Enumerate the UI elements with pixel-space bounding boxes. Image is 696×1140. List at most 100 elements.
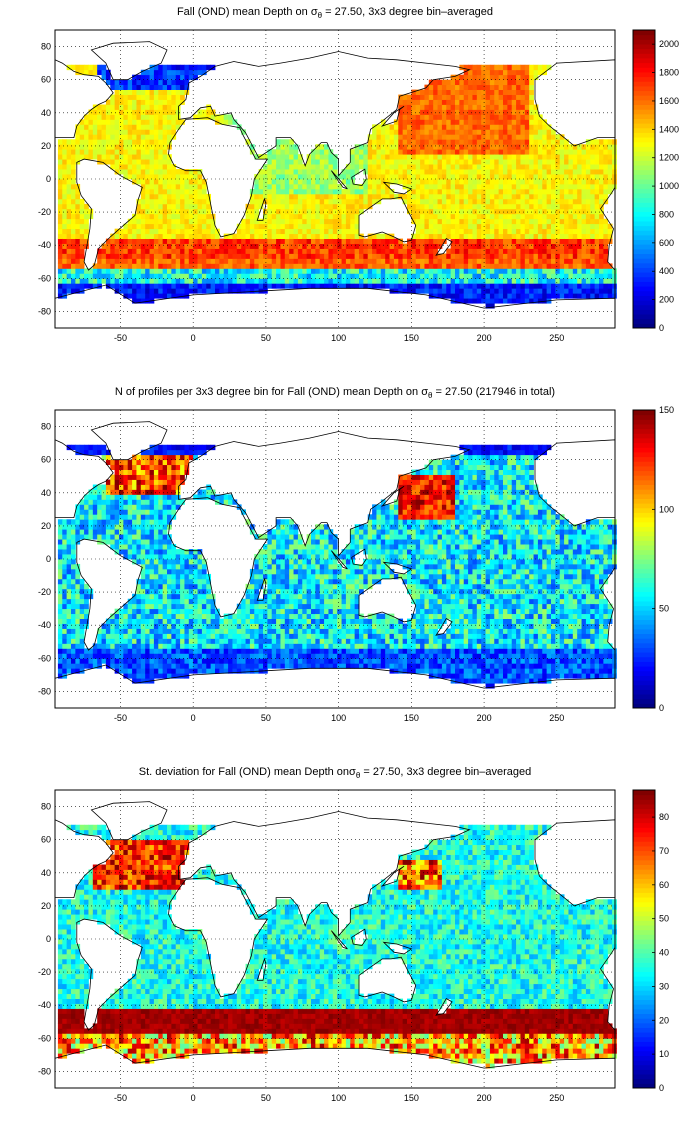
data-cell bbox=[485, 79, 491, 86]
data-cell bbox=[446, 79, 452, 86]
data-cell bbox=[516, 159, 521, 165]
data-cell bbox=[446, 129, 452, 135]
data-cell bbox=[62, 554, 68, 560]
data-cell bbox=[485, 134, 491, 140]
data-cell bbox=[324, 159, 329, 165]
data-cell bbox=[276, 139, 281, 145]
data-cell bbox=[489, 179, 495, 185]
data-cell bbox=[101, 653, 107, 659]
data-cell bbox=[485, 223, 491, 230]
data-cell bbox=[524, 114, 530, 120]
data-cell bbox=[280, 203, 286, 210]
data-cell bbox=[57, 623, 63, 629]
data-cell bbox=[328, 169, 334, 175]
data-cell bbox=[66, 598, 72, 605]
data-cell bbox=[105, 134, 111, 140]
data-cell bbox=[367, 169, 373, 175]
data-cell bbox=[132, 658, 137, 664]
data-cell bbox=[437, 228, 443, 235]
data-cell bbox=[101, 69, 107, 76]
data-cell bbox=[175, 94, 181, 100]
data-cell bbox=[472, 79, 478, 86]
data-cell bbox=[110, 149, 116, 155]
data-cell bbox=[75, 519, 81, 525]
data-cell bbox=[363, 159, 369, 165]
data-cell bbox=[485, 288, 491, 294]
data-cell bbox=[424, 94, 430, 100]
data-cell bbox=[520, 124, 526, 130]
data-cell bbox=[175, 258, 181, 264]
data-cell bbox=[551, 203, 556, 210]
data-cell bbox=[424, 149, 430, 155]
data-cell bbox=[494, 99, 500, 105]
data-cell bbox=[529, 253, 534, 259]
data-cell bbox=[145, 243, 150, 249]
data-cell bbox=[140, 139, 146, 145]
data-cell bbox=[145, 298, 150, 304]
data-cell bbox=[62, 154, 68, 160]
data-cell bbox=[551, 154, 556, 160]
data-cell bbox=[88, 129, 94, 135]
data-cell bbox=[136, 104, 142, 110]
data-cell bbox=[463, 79, 469, 86]
data-cell bbox=[167, 283, 172, 289]
data-cell bbox=[494, 179, 500, 185]
data-cell bbox=[167, 74, 172, 81]
data-cell bbox=[158, 109, 164, 115]
data-cell bbox=[101, 273, 107, 279]
data-cell bbox=[306, 193, 312, 200]
data-cell bbox=[306, 183, 312, 190]
data-cell bbox=[420, 183, 425, 190]
data-cell bbox=[167, 164, 172, 170]
data-cell bbox=[511, 293, 517, 299]
data-cell bbox=[599, 218, 604, 225]
data-cell bbox=[402, 164, 408, 170]
data-cell bbox=[489, 119, 495, 125]
data-cell bbox=[455, 74, 460, 81]
data-cell bbox=[110, 618, 116, 624]
data-cell bbox=[594, 253, 600, 259]
data-cell bbox=[581, 213, 587, 220]
data-cell bbox=[71, 573, 76, 580]
data-cell bbox=[468, 154, 473, 160]
data-cell bbox=[271, 183, 277, 190]
data-cell bbox=[581, 273, 587, 279]
data-cell bbox=[489, 159, 495, 165]
data-cell bbox=[402, 248, 408, 254]
data-cell bbox=[236, 124, 242, 130]
data-cell bbox=[472, 288, 478, 294]
data-cell bbox=[140, 544, 146, 550]
data-cell bbox=[494, 283, 500, 289]
data-cell bbox=[463, 223, 469, 230]
data-cell bbox=[428, 154, 434, 160]
data-cell bbox=[459, 179, 465, 185]
data-cell bbox=[105, 69, 111, 76]
data-cell bbox=[503, 243, 508, 249]
data-cell bbox=[572, 179, 578, 185]
data-cell bbox=[249, 268, 255, 274]
data-cell bbox=[79, 124, 85, 130]
data-cell bbox=[162, 213, 168, 220]
data-cell bbox=[498, 164, 504, 170]
data-cell bbox=[407, 114, 412, 120]
data-cell bbox=[153, 129, 159, 135]
data-cell bbox=[590, 223, 596, 230]
data-cell bbox=[66, 573, 72, 580]
data-cell bbox=[455, 258, 460, 264]
data-cell bbox=[201, 193, 207, 200]
data-cell bbox=[254, 233, 260, 239]
data-cell bbox=[263, 268, 268, 274]
data-cell bbox=[459, 134, 465, 140]
data-cell bbox=[420, 208, 425, 215]
data-cell bbox=[551, 164, 556, 170]
data-cell bbox=[398, 109, 404, 115]
data-cell bbox=[293, 223, 299, 230]
data-cell bbox=[75, 588, 81, 595]
data-cell bbox=[171, 223, 177, 230]
data-cell bbox=[516, 188, 521, 195]
data-cell bbox=[223, 278, 229, 284]
data-cell bbox=[472, 129, 478, 135]
data-cell bbox=[332, 243, 338, 249]
data-cell bbox=[171, 124, 177, 130]
data-cell bbox=[140, 193, 146, 200]
